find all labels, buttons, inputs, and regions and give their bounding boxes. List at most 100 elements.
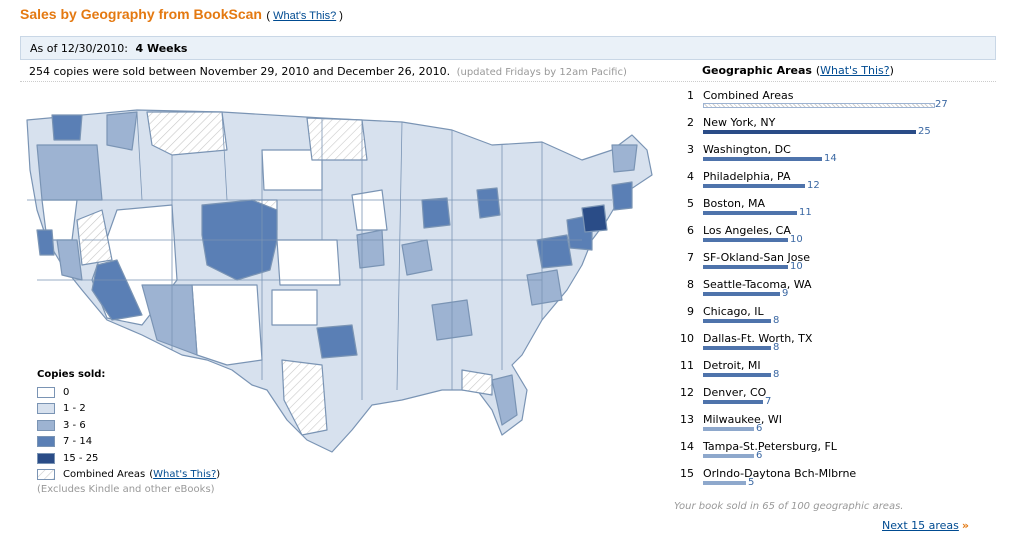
geo-area-item: 13 Milwaukee, WI 6: [680, 413, 1000, 440]
region-7-14: [91, 259, 143, 321]
geo-area-item: 3 Washington, DC 14: [680, 143, 1000, 170]
geo-area-item: 1 Combined Areas 27: [680, 89, 1000, 116]
region-3-6: [356, 229, 385, 269]
region-zero: [271, 289, 318, 326]
region-7-14: [421, 197, 451, 229]
geo-bar: [703, 373, 771, 377]
legend-swatch: [37, 403, 55, 415]
region-15-25: [581, 204, 608, 233]
region-3-6: [106, 111, 138, 151]
geo-bar: [703, 454, 754, 458]
period-window: 4 Weeks: [135, 42, 188, 55]
sold-in-note: Your book sold in 65 of 100 geographic a…: [674, 501, 904, 512]
as-of-label: As of 12/30/2010:: [30, 42, 128, 55]
geo-area-name: Detroit, MI: [703, 359, 761, 372]
geo-rank: 11: [680, 359, 694, 372]
geo-value: 10: [790, 261, 803, 272]
geo-bar: [703, 103, 935, 108]
page-title: Sales by Geography from BookScan: [20, 6, 262, 22]
geo-area-item: 15 Orlndo-Daytona Bch-Mlbrne 5: [680, 467, 1000, 494]
period-bar: As of 12/30/2010: 4 Weeks: [20, 36, 996, 60]
geo-area-item: 14 Tampa-St.Petersburg, FL 6: [680, 440, 1000, 467]
geo-bar: [703, 292, 780, 296]
legend-label: 3 - 6: [63, 419, 86, 431]
geo-rank: 10: [680, 332, 694, 345]
geo-bar: [703, 427, 754, 431]
legend-swatch: [37, 419, 55, 431]
geo-whats-this-link[interactable]: What's This?: [820, 64, 890, 77]
legend-label: 0: [63, 386, 70, 398]
legend-help: (What's This?): [149, 469, 221, 481]
geo-bar: [703, 400, 763, 404]
geo-area-item: 2 New York, NY 25: [680, 116, 1000, 143]
geo-area-name: Orlndo-Daytona Bch-Mlbrne: [703, 467, 857, 480]
legend-swatch: [37, 452, 55, 464]
us-sales-map: [26, 109, 653, 453]
geo-rank: 13: [680, 413, 694, 426]
help-paren: ( What's This? ): [266, 10, 343, 22]
geo-rank: 6: [687, 224, 694, 237]
next-areas-link[interactable]: Next 15 areas: [882, 519, 959, 532]
geo-bar: [703, 238, 788, 242]
geo-area-name: Combined Areas: [703, 89, 794, 102]
geo-bar: [703, 346, 771, 350]
legend-swatch: [37, 386, 55, 398]
geo-area-name: Chicago, IL: [703, 305, 764, 318]
sales-summary: 254 copies were sold between November 29…: [29, 65, 627, 78]
region-combined: [146, 111, 228, 156]
page-title-area: Sales by Geography from BookScan ( What'…: [20, 6, 343, 24]
geo-value: 12: [807, 180, 820, 191]
geo-rank: 15: [680, 467, 694, 480]
geo-rank: 9: [687, 305, 694, 318]
legend-swatch: [37, 436, 55, 448]
geo-area-name: Milwaukee, WI: [703, 413, 782, 426]
geo-value: 8: [773, 369, 780, 380]
geo-rank: 8: [687, 278, 694, 291]
geographic-areas-panel: Geographic Areas (What's This?) 1 Combine…: [680, 64, 1000, 488]
region-7-14: [611, 181, 633, 211]
update-note: (updated Fridays by 12am Pacific): [456, 67, 627, 78]
geo-value: 6: [756, 450, 763, 461]
region-7-14: [51, 114, 83, 141]
legend-label: 15 - 25: [63, 452, 99, 464]
region-7-14: [536, 234, 573, 269]
geo-value: 5: [748, 477, 755, 488]
exclusion-note: (Excludes Kindle and other eBooks): [37, 484, 215, 495]
geo-bar: [703, 319, 771, 323]
geo-area-name: Los Angeles, CA: [703, 224, 791, 237]
geo-bar: [703, 157, 822, 161]
geo-area-name: Tampa-St.Petersburg, FL: [703, 440, 837, 453]
geo-bar: [703, 211, 797, 215]
geo-bar: [703, 130, 916, 134]
legend-item-combined: Combined Areas (What's This?): [37, 467, 220, 484]
region-3-6: [36, 144, 103, 201]
geo-value: 27: [935, 99, 948, 110]
geo-area-name: Denver, CO: [703, 386, 767, 399]
geo-rank: 7: [687, 251, 694, 264]
legend-label: 1 - 2: [63, 403, 86, 415]
legend-whats-this-link[interactable]: What's This?: [153, 469, 217, 481]
legend-item: 7 - 14: [37, 434, 220, 451]
legend-label: Combined Areas: [63, 469, 146, 481]
paren-open: (: [266, 10, 271, 22]
geo-area-name: Washington, DC: [703, 143, 791, 156]
region-7-14: [36, 229, 55, 256]
geo-value: 14: [824, 153, 837, 164]
geo-rank: 14: [680, 440, 694, 453]
geo-rank: 4: [687, 170, 694, 183]
region-zero: [351, 189, 388, 231]
region-combined: [461, 369, 493, 396]
geo-bar: [703, 265, 788, 269]
geo-bar: [703, 481, 746, 485]
geo-rank: 5: [687, 197, 694, 210]
paren-close: ): [339, 10, 343, 22]
region-3-6: [141, 284, 198, 356]
geo-area-name: Seattle-Tacoma, WA: [703, 278, 812, 291]
legend-title: Copies sold:: [37, 369, 106, 380]
next-areas: Next 15 areas»: [882, 519, 969, 532]
legend-item: 15 - 25: [37, 450, 220, 467]
geo-area-item: 10 Dallas-Ft. Worth, TX 8: [680, 332, 1000, 359]
geo-area-item: 9 Chicago, IL 8: [680, 305, 1000, 332]
whats-this-link[interactable]: What's This?: [273, 10, 337, 22]
geo-value: 8: [773, 342, 780, 353]
